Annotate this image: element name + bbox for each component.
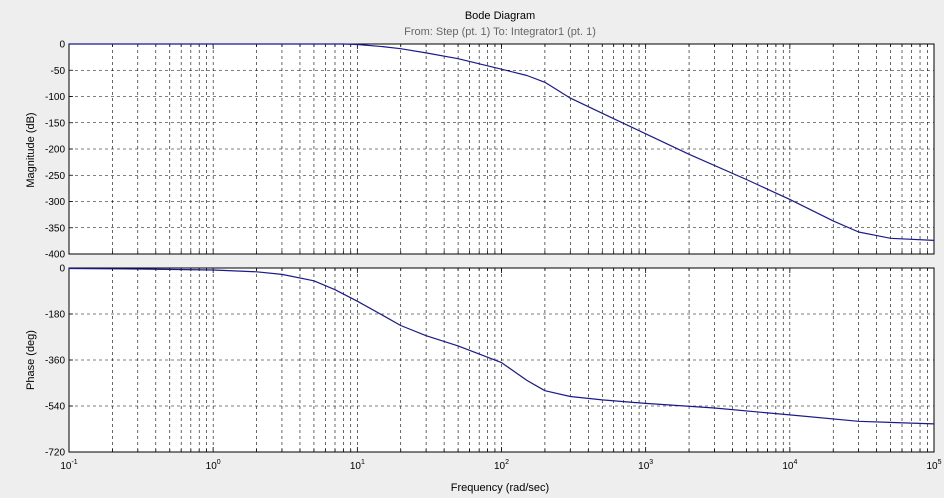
y-axis-label: Phase (deg) bbox=[25, 330, 37, 390]
x-tick-label: 100 bbox=[206, 459, 221, 472]
y-tick-label: 0 bbox=[59, 264, 65, 275]
series-line bbox=[69, 43, 935, 241]
y-tick-label: 0 bbox=[59, 40, 65, 51]
grid bbox=[69, 268, 934, 452]
x-tick-label: 101 bbox=[350, 459, 365, 472]
y-tick-label: -180 bbox=[45, 310, 65, 321]
x-tick-label: 103 bbox=[638, 459, 653, 472]
y-tick-label: -540 bbox=[45, 402, 65, 413]
y-tick-label: -100 bbox=[45, 92, 65, 103]
x-tick-label: 105 bbox=[926, 459, 941, 472]
y-tick-label: -300 bbox=[45, 197, 65, 208]
y-tick-label: -250 bbox=[45, 171, 65, 182]
y-tick-label: -200 bbox=[45, 145, 65, 156]
series-line bbox=[68, 267, 935, 425]
y-axis-label: Magnitude (dB) bbox=[25, 112, 37, 187]
chart-subtitle: From: Step (pt. 1) To: Integrator1 (pt. … bbox=[404, 26, 596, 38]
y-tick-label: -360 bbox=[45, 356, 65, 367]
y-tick-label: -720 bbox=[45, 448, 65, 459]
x-tick-label: 104 bbox=[782, 459, 797, 472]
y-tick-label: -400 bbox=[45, 250, 65, 261]
grid bbox=[69, 44, 934, 254]
y-tick-label: -150 bbox=[45, 118, 65, 129]
y-tick-label: -50 bbox=[51, 66, 66, 77]
y-tick-label: -350 bbox=[45, 223, 65, 234]
x-tick-label: 10-1 bbox=[60, 459, 77, 472]
phase-plot: 0 -180 -360 -540 -720 Phase (deg) 10-1 100 101 10… bbox=[25, 264, 942, 473]
x-tick-label: 102 bbox=[494, 459, 509, 472]
chart-title: Bode Diagram bbox=[465, 10, 535, 22]
x-axis-label: Frequency (rad/sec) bbox=[451, 482, 549, 494]
magnitude-plot: 0 -50 -100 -150 -200 -250 -300 -350 -400 Magnitud… bbox=[25, 40, 935, 261]
